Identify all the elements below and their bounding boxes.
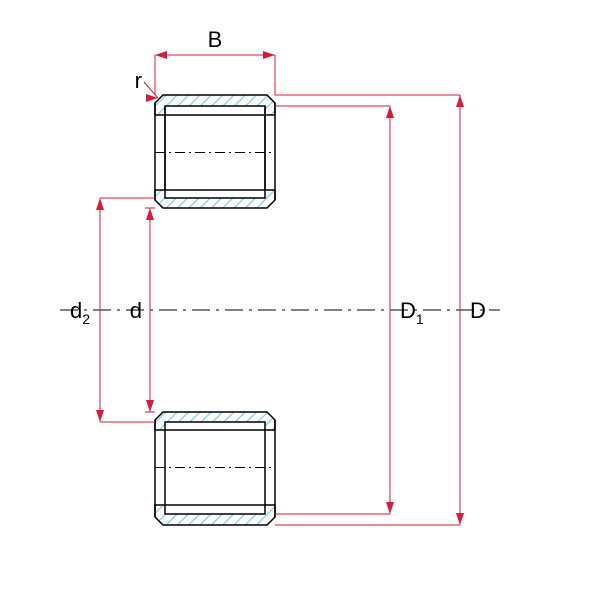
dim-D1-label: D1 bbox=[400, 298, 424, 327]
inner-ring-top bbox=[155, 190, 275, 208]
dim-d-label: d bbox=[130, 298, 142, 323]
outer-ring-top bbox=[155, 95, 275, 115]
dim-B-label: B bbox=[208, 27, 223, 52]
dim-d2-label: d2 bbox=[70, 298, 90, 327]
inner-ring-bot bbox=[155, 412, 275, 430]
bearing-section bbox=[60, 95, 500, 525]
dimensions: Br d d2 D1 D bbox=[70, 27, 486, 525]
dim-r-label: r bbox=[135, 68, 142, 93]
outer-ring-bot bbox=[155, 505, 275, 525]
dim-D-label: D bbox=[470, 298, 486, 323]
